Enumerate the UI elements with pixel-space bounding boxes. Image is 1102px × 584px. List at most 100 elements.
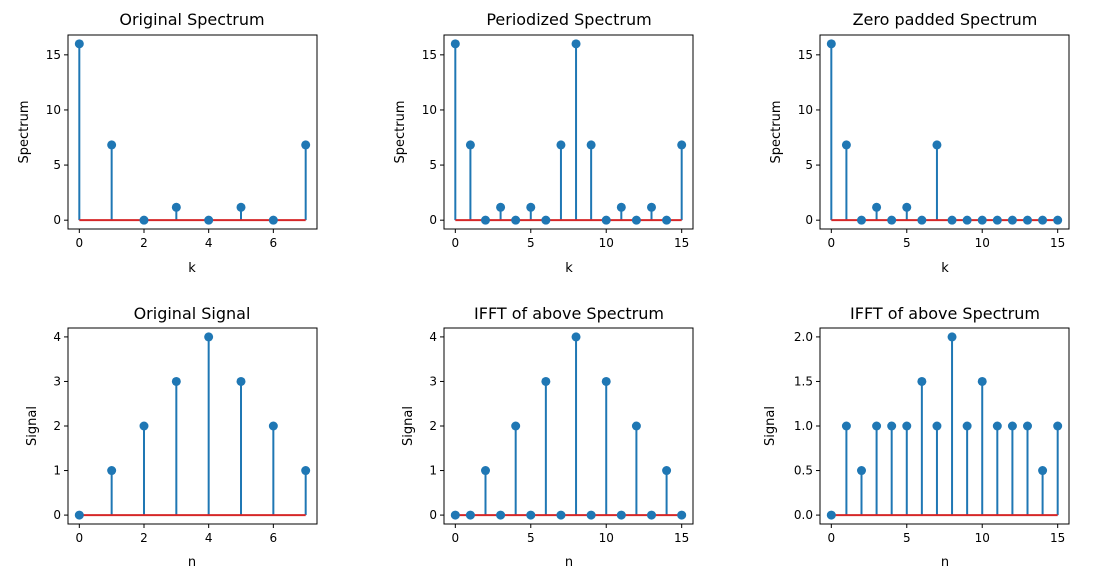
stem-marker xyxy=(841,421,851,431)
x-axis-ticks: 0 2 4 6 xyxy=(75,524,277,545)
y-tick-label: 5 xyxy=(805,158,813,172)
stem-marker xyxy=(962,215,972,225)
panel-title: IFFT of above Spectrum xyxy=(474,304,664,323)
y-tick-label: 2 xyxy=(429,419,437,433)
stem-marker xyxy=(887,421,897,431)
y-tick-label: 0 xyxy=(53,508,61,522)
stem-marks xyxy=(74,39,311,225)
stem-marker xyxy=(1007,421,1017,431)
x-tick-label: 5 xyxy=(527,531,535,545)
stem-marker xyxy=(857,466,866,476)
stem-marker xyxy=(171,202,181,212)
y-axis-ticks: 0 1 2 3 4 xyxy=(53,330,68,522)
x-tick-label: 15 xyxy=(674,531,689,545)
stem-marker xyxy=(481,466,490,476)
stem-marker xyxy=(465,140,475,150)
x-axis-ticks: 0 2 4 6 xyxy=(75,229,277,250)
y-tick-label: 0 xyxy=(805,213,813,227)
x-tick-label: 5 xyxy=(903,236,911,250)
x-axis-label: n xyxy=(941,555,949,570)
y-tick-label: 0.5 xyxy=(794,464,813,478)
stem-marker xyxy=(301,466,311,476)
y-axis-label: Signal xyxy=(401,406,416,446)
x-tick-label: 15 xyxy=(1050,236,1065,250)
panel-original-spectrum: Original Spectrum 0 2 4 6 0 5 10 15 k Spectrum xyxy=(17,10,318,276)
stem-marker xyxy=(204,332,214,342)
stem-marker xyxy=(236,376,246,386)
panel-ifft-periodized: IFFT of above Spectrum 0 5 10 15 0 1 2 3 4 n Si… xyxy=(401,304,694,570)
y-tick-label: 10 xyxy=(46,103,61,117)
stem-marker xyxy=(1038,466,1048,476)
stem-marks xyxy=(74,332,311,520)
stem-marker xyxy=(631,215,641,225)
stem-marker xyxy=(902,202,912,212)
y-tick-label: 3 xyxy=(429,374,437,388)
plot-area xyxy=(443,34,694,230)
y-tick-label: 1.5 xyxy=(794,374,813,388)
stem-marker xyxy=(887,215,897,225)
stem-marks xyxy=(826,332,1063,520)
stem-marker xyxy=(872,421,882,431)
y-tick-label: 1 xyxy=(429,464,437,478)
y-tick-label: 15 xyxy=(798,48,813,62)
stem-marker xyxy=(556,140,566,150)
stem-marker xyxy=(571,39,581,49)
stem-marker xyxy=(139,215,149,225)
stem-marker xyxy=(1053,421,1063,431)
stem-marker xyxy=(301,140,311,150)
x-axis-ticks: 0 5 10 15 xyxy=(827,229,1065,250)
plot-area xyxy=(443,327,694,525)
x-axis-label: k xyxy=(565,261,573,276)
stem-marker xyxy=(662,466,672,476)
x-tick-label: 2 xyxy=(140,236,148,250)
stem-marker xyxy=(586,510,596,520)
panel-ifft-zero-padded: IFFT of above Spectrum 0 5 10 15 0.0 0.5 1.0 1… xyxy=(763,304,1070,570)
stem-marker xyxy=(826,39,836,49)
y-axis-label: Signal xyxy=(763,406,778,446)
y-axis-ticks: 0.0 0.5 1.0 1.5 2.0 xyxy=(794,330,820,522)
panel-title: IFFT of above Spectrum xyxy=(850,304,1040,323)
x-tick-label: 10 xyxy=(599,531,614,545)
panel-zero-padded-spectrum: Zero padded Spectrum 0 5 10 15 0 5 10 15 k Spe… xyxy=(769,10,1070,276)
stem-marker xyxy=(268,421,278,431)
x-tick-label: 10 xyxy=(975,531,990,545)
x-tick-label: 4 xyxy=(205,531,213,545)
y-tick-label: 0.0 xyxy=(794,508,813,522)
x-tick-label: 4 xyxy=(205,236,213,250)
x-axis-label: n xyxy=(565,555,573,570)
y-tick-label: 0 xyxy=(429,508,437,522)
y-tick-label: 15 xyxy=(422,48,437,62)
stem-marker xyxy=(616,510,626,520)
stem-marker xyxy=(204,215,214,225)
stem-marker xyxy=(171,376,181,386)
stem-marker xyxy=(932,140,942,150)
y-tick-label: 10 xyxy=(798,103,813,117)
x-tick-label: 0 xyxy=(75,236,83,250)
y-tick-label: 15 xyxy=(46,48,61,62)
stem-marker xyxy=(932,421,942,431)
y-axis-label: Spectrum xyxy=(769,101,784,164)
stem-marker xyxy=(677,510,687,520)
panel-original-signal: Original Signal 0 2 4 6 0 1 2 3 4 n Signal xyxy=(25,304,318,570)
stem-marker xyxy=(481,215,490,225)
stem-marker xyxy=(511,215,521,225)
x-tick-label: 10 xyxy=(975,236,990,250)
y-tick-label: 0 xyxy=(53,213,61,227)
stem-marker xyxy=(647,202,656,212)
y-axis-ticks: 0 1 2 3 4 xyxy=(429,330,444,522)
stem-marker xyxy=(450,510,460,520)
stem-marker xyxy=(917,215,927,225)
y-axis-ticks: 0 5 10 15 xyxy=(422,48,444,227)
y-tick-label: 5 xyxy=(53,158,61,172)
stem-marker xyxy=(74,39,84,49)
stem-marker xyxy=(1038,215,1048,225)
y-tick-label: 3 xyxy=(53,374,61,388)
x-axis-label: n xyxy=(188,555,196,570)
stem-marker xyxy=(541,215,551,225)
stem-marker xyxy=(511,421,521,431)
stem-marker xyxy=(902,421,912,431)
y-tick-label: 1 xyxy=(53,464,61,478)
stem-marker xyxy=(616,202,626,212)
stem-marker xyxy=(526,510,536,520)
x-tick-label: 6 xyxy=(270,236,278,250)
